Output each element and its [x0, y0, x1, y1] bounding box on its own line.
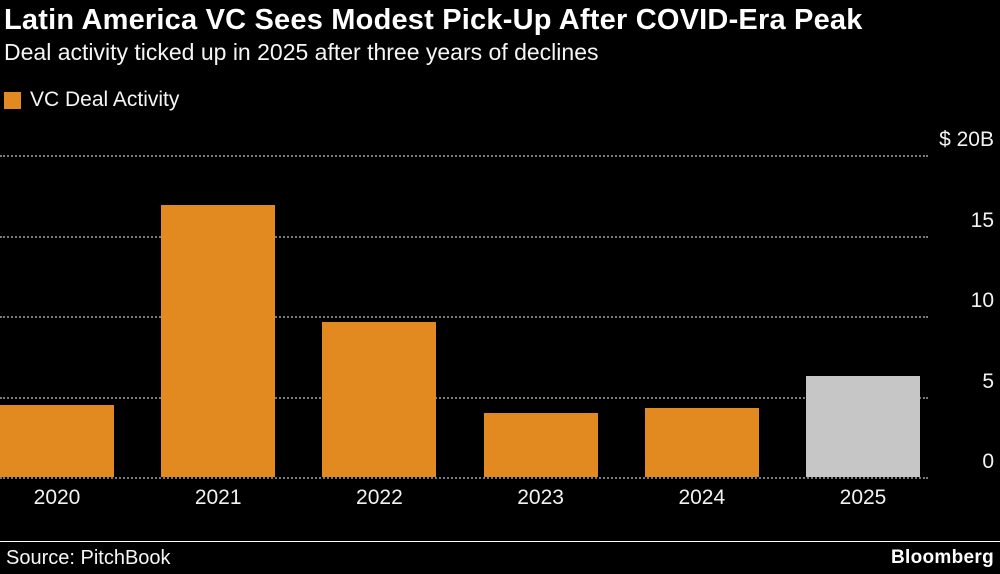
- x-tick-label: 2020: [33, 486, 81, 509]
- bar-2022: [322, 322, 437, 477]
- gridline: [0, 235, 928, 238]
- bar-2024: [644, 407, 759, 477]
- gridline: [0, 155, 928, 157]
- y-tick-label: $ 20B: [939, 128, 994, 151]
- bar-2023: [483, 412, 598, 477]
- source-note: Source: PitchBook: [6, 546, 171, 569]
- x-tick-label: 2025: [839, 486, 887, 509]
- legend: VC Deal Activity: [4, 88, 179, 112]
- legend-label: VC Deal Activity: [30, 88, 180, 111]
- bar-2021: [161, 204, 276, 477]
- y-axis-labels: $ 20B 15 10 5 0: [928, 128, 1000, 477]
- x-tick-label: 2024: [678, 486, 726, 509]
- y-tick-label: 5: [982, 369, 994, 393]
- x-axis-labels: 2020 2021 2022 2023 2024 2025: [0, 486, 928, 514]
- bar-2020: [0, 404, 114, 477]
- plot-area: [0, 155, 928, 479]
- bar-2025: [806, 375, 920, 477]
- chart-title: Latin America VC Sees Modest Pick-Up Aft…: [4, 4, 863, 36]
- y-tick-label: 10: [970, 289, 994, 312]
- gridline: [0, 396, 928, 399]
- gridline: [0, 316, 928, 318]
- y-tick-label: 0: [982, 450, 994, 473]
- x-tick-label: 2021: [194, 486, 242, 509]
- gridline: [0, 477, 928, 479]
- x-tick-label: 2022: [356, 486, 403, 509]
- x-tick-label: 2023: [517, 486, 564, 509]
- footer: Source: PitchBook Bloomberg: [0, 541, 1000, 574]
- bloomberg-logo: Bloomberg: [891, 547, 994, 568]
- chart-subtitle: Deal activity ticked up in 2025 after th…: [4, 39, 599, 65]
- y-tick-label: 15: [970, 208, 994, 232]
- legend-swatch-icon: [4, 91, 21, 109]
